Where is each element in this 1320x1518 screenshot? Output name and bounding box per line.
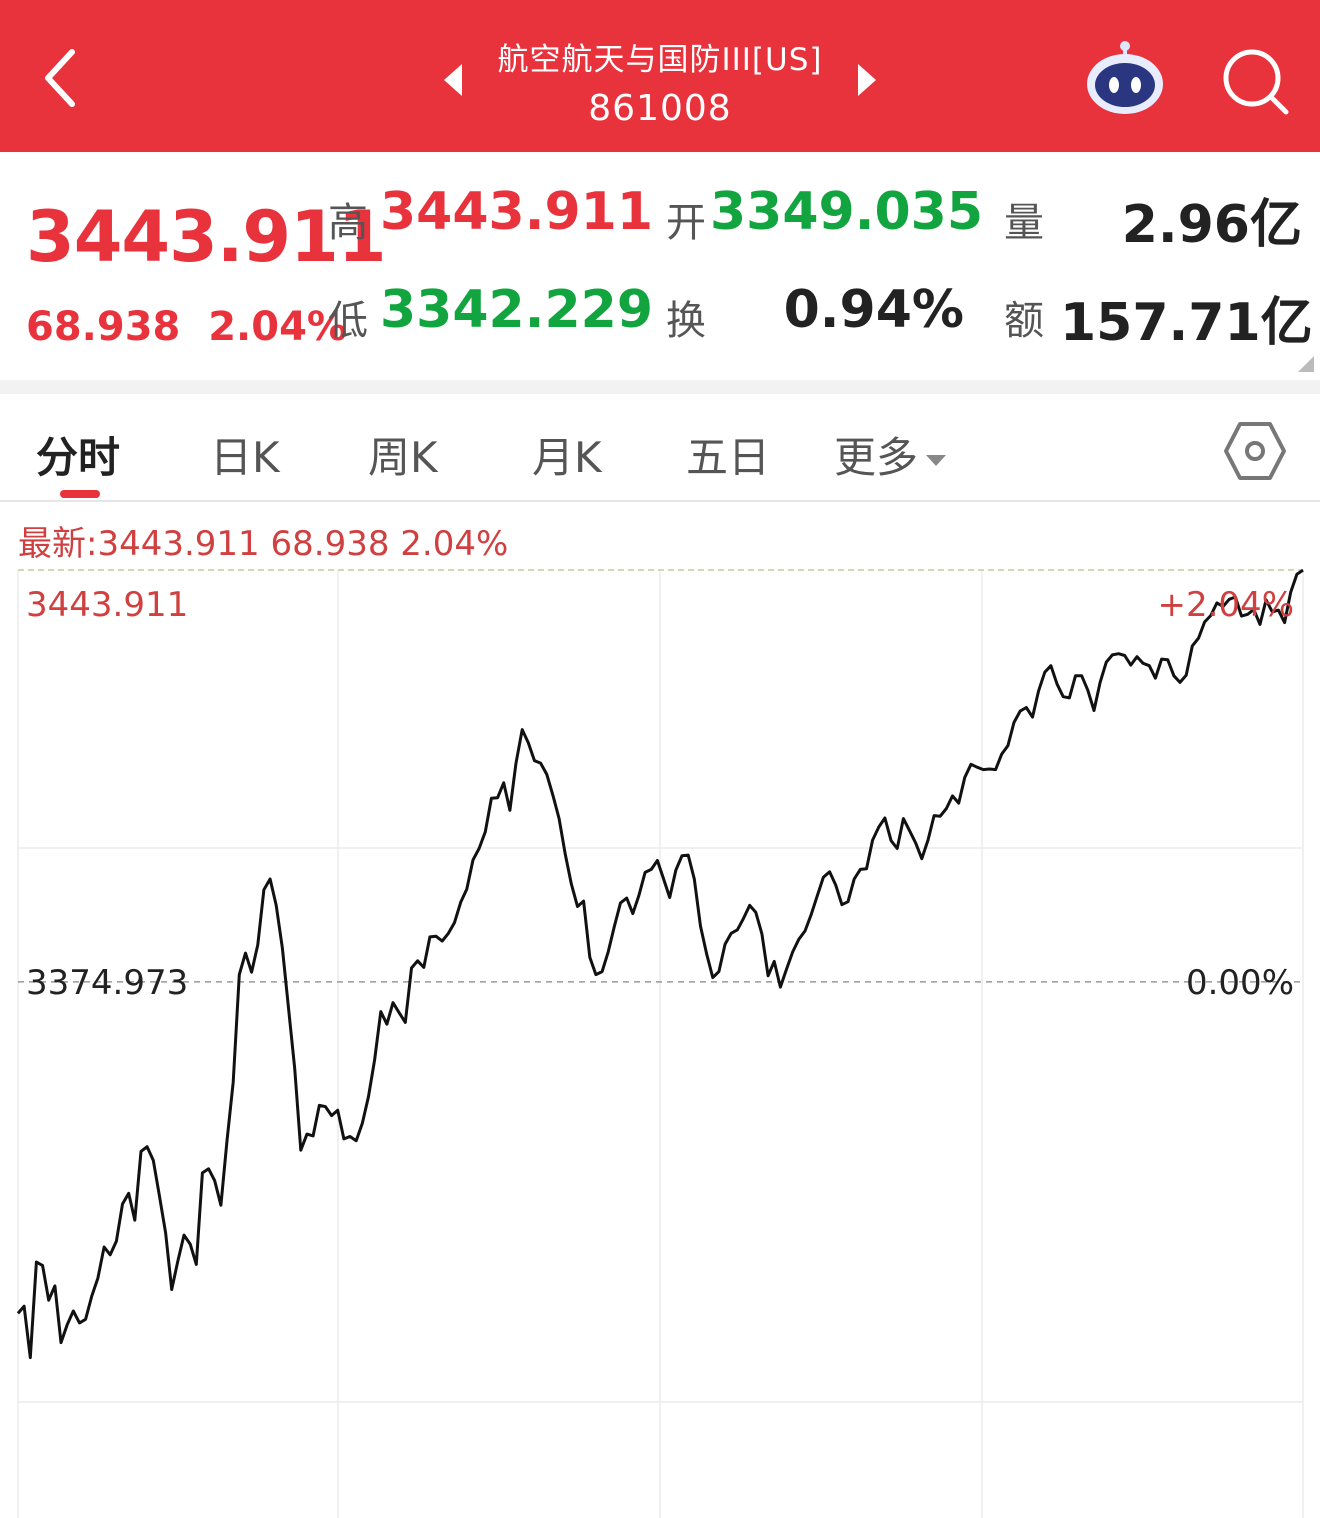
- section-divider: [0, 380, 1320, 394]
- chart-tabs: 分时 日K 周K 月K 五日 更多: [0, 394, 1320, 502]
- intraday-chart[interactable]: 3443.911 +2.04% 3374.973 0.00%: [0, 560, 1320, 1518]
- chart-settings-button[interactable]: [1222, 418, 1288, 484]
- robot-icon: [1087, 41, 1163, 114]
- current-price: 3443.911: [26, 196, 387, 278]
- stock-title: 航空航天与国防III[US] 861008: [380, 28, 940, 138]
- amount-label: 额: [1004, 298, 1044, 344]
- back-button[interactable]: [28, 36, 98, 116]
- tab-five-day[interactable]: 五日: [686, 433, 771, 482]
- previous-stock-button[interactable]: [438, 58, 468, 102]
- change-value: 68.938: [26, 304, 181, 350]
- volume-label: 量: [1004, 200, 1044, 246]
- tab-more-label: 更多: [834, 433, 919, 482]
- volume-value: 2.96亿: [1121, 195, 1302, 255]
- chevron-left-icon: [45, 49, 75, 107]
- tab-monthly-k[interactable]: 月K: [532, 433, 602, 482]
- search-icon: [1223, 49, 1289, 115]
- top-bar: 航空航天与国防III[US] 861008: [0, 0, 1320, 152]
- active-tab-indicator: [60, 490, 100, 498]
- tab-intraday[interactable]: 分时: [36, 433, 121, 482]
- chart-grid: [17, 570, 1304, 1518]
- tab-more[interactable]: 更多: [834, 424, 947, 485]
- triangle-left-icon: [444, 64, 462, 96]
- stock-name: 航空航天与国防III[US]: [497, 42, 823, 78]
- next-stock-button[interactable]: [852, 58, 882, 102]
- price-line: [16, 568, 1304, 1360]
- open-value: 3349.035: [710, 182, 984, 242]
- low-label: 低: [328, 298, 368, 344]
- base-pct-label: 0.00%: [1186, 963, 1294, 1003]
- turnover-value: 0.94%: [783, 280, 964, 340]
- open-label: 开: [666, 200, 706, 246]
- tab-weekly-k[interactable]: 周K: [368, 433, 438, 482]
- assistant-button[interactable]: [1082, 38, 1168, 118]
- base-price-label: 3374.973: [26, 963, 188, 1003]
- triangle-right-icon: [858, 64, 876, 96]
- high-value: 3443.911: [380, 182, 654, 242]
- stock-code: 861008: [588, 88, 732, 129]
- turnover-label: 换: [666, 298, 706, 344]
- tab-daily-k[interactable]: 日K: [210, 433, 280, 482]
- hexagon-settings-icon: [1224, 422, 1286, 480]
- caret-down-icon: [926, 455, 947, 466]
- amount-value: 157.71亿: [1060, 293, 1313, 353]
- low-value: 3342.229: [380, 280, 654, 340]
- expand-corner-icon[interactable]: [1298, 356, 1314, 372]
- price-change-line: 68.938 2.04%: [26, 304, 347, 350]
- latest-quote-line: 最新:3443.911 68.938 2.04%: [18, 524, 509, 564]
- quote-panel: 3443.911 68.938 2.04% 高 3443.911 开 3349.…: [0, 152, 1320, 380]
- high-pct-label: +2.04%: [1158, 585, 1295, 625]
- high-label: 高: [328, 200, 368, 246]
- change-percent: 2.04%: [208, 304, 347, 350]
- search-button[interactable]: [1214, 40, 1294, 120]
- high-price-label: 3443.911: [26, 585, 188, 625]
